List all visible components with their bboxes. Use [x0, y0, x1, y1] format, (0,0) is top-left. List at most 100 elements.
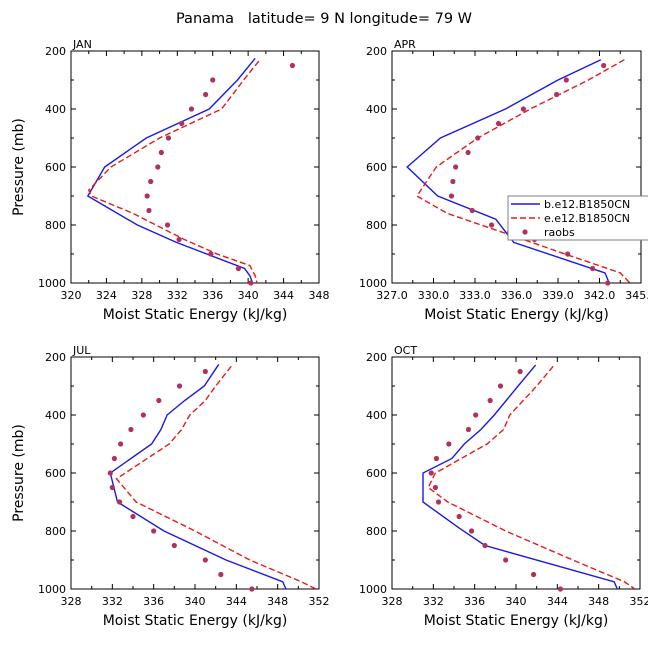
- x-axis-label: Moist Static Energy (kJ/kg): [424, 613, 609, 629]
- raobs-point: [498, 383, 503, 388]
- y-tick-label: 600: [45, 161, 66, 174]
- raobs-point: [605, 280, 610, 285]
- panel-label: APR: [394, 38, 416, 51]
- x-tick-label: 348: [588, 595, 609, 608]
- x-tick-label: 327.0: [376, 289, 408, 302]
- raobs-point: [172, 543, 177, 548]
- y-tick-label: 600: [366, 467, 387, 480]
- raobs-point: [145, 193, 150, 198]
- x-axis-label: Moist Static Energy (kJ/kg): [103, 307, 288, 323]
- y-tick-label: 1000: [359, 583, 387, 596]
- raobs-point: [429, 470, 434, 475]
- panel-label: JAN: [72, 38, 92, 51]
- y-tick-label: 600: [45, 467, 66, 480]
- y-tick-label: 400: [45, 409, 66, 422]
- x-tick-label: 345.0: [625, 289, 648, 302]
- raobs-point: [465, 150, 470, 155]
- raobs-point: [450, 179, 455, 184]
- raobs-point: [159, 150, 164, 155]
- e-series-line: [428, 366, 635, 589]
- raobs-point: [141, 412, 146, 417]
- raobs-point: [475, 135, 480, 140]
- raobs-point: [482, 543, 487, 548]
- x-tick-label: 320: [61, 289, 82, 302]
- x-tick-label: 344: [273, 289, 294, 302]
- x-tick-label: 344: [226, 595, 247, 608]
- y-tick-label: 400: [366, 103, 387, 116]
- raobs-point: [218, 572, 223, 577]
- raobs-point: [210, 77, 215, 82]
- panel-label: OCT: [394, 344, 417, 357]
- raobs-point: [148, 179, 153, 184]
- legend-entry: b.e12.B1850CN: [544, 198, 630, 211]
- y-tick-label: 1000: [359, 277, 387, 290]
- raobs-point: [521, 106, 526, 111]
- raobs-point: [488, 398, 493, 403]
- y-tick-label: 1000: [38, 277, 66, 290]
- raobs-point: [110, 485, 115, 490]
- raobs-point: [466, 427, 471, 432]
- x-tick-label: 352: [630, 595, 648, 608]
- x-tick-label: 336.0: [501, 289, 533, 302]
- x-tick-label: 328: [382, 595, 403, 608]
- x-tick-label: 340: [238, 289, 259, 302]
- panel-label: JUL: [72, 344, 91, 357]
- y-tick-label: 200: [366, 351, 387, 364]
- b-series-line: [88, 58, 255, 283]
- x-tick-label: 348: [309, 289, 330, 302]
- raobs-point: [203, 557, 208, 562]
- raobs-point: [118, 441, 123, 446]
- y-tick-label: 200: [45, 351, 66, 364]
- plot-frame: [392, 51, 641, 283]
- raobs-point: [518, 369, 523, 374]
- raobs-point: [236, 266, 241, 271]
- e-series-line: [417, 60, 630, 283]
- raobs-point: [165, 222, 170, 227]
- raobs-point: [130, 514, 135, 519]
- legend-entry: raobs: [544, 226, 575, 239]
- x-tick-label: 328: [131, 289, 152, 302]
- raobs-point: [436, 499, 441, 504]
- x-tick-label: 344: [547, 595, 568, 608]
- x-tick-label: 332: [167, 289, 188, 302]
- raobs-point: [117, 499, 122, 504]
- raobs-point: [112, 456, 117, 461]
- raobs-point: [248, 280, 253, 285]
- raobs-point: [189, 106, 194, 111]
- x-tick-label: 324: [96, 289, 117, 302]
- raobs-point: [108, 470, 113, 475]
- y-tick-label: 400: [366, 409, 387, 422]
- raobs-point: [554, 92, 559, 97]
- raobs-point: [434, 456, 439, 461]
- y-tick-label: 800: [45, 219, 66, 232]
- raobs-point: [166, 135, 171, 140]
- x-axis-label: Moist Static Energy (kJ/kg): [424, 307, 609, 323]
- raobs-point: [449, 193, 454, 198]
- raobs-point: [203, 369, 208, 374]
- x-tick-label: 339.0: [542, 289, 574, 302]
- raobs-point: [564, 77, 569, 82]
- x-axis-label: Moist Static Energy (kJ/kg): [103, 613, 288, 629]
- raobs-point: [565, 251, 570, 256]
- plot-frame: [71, 51, 319, 283]
- raobs-point: [446, 441, 451, 446]
- raobs-point: [496, 121, 501, 126]
- figure-title: Panama latitude= 9 N longitude= 79 W: [176, 11, 472, 27]
- raobs-point: [203, 92, 208, 97]
- x-tick-label: 333.0: [459, 289, 491, 302]
- y-tick-label: 200: [45, 45, 66, 58]
- x-tick-label: 332: [423, 595, 444, 608]
- raobs-point: [176, 237, 181, 242]
- b-series-line: [407, 60, 609, 283]
- legend-marker: [522, 229, 527, 234]
- y-tick-label: 400: [45, 103, 66, 116]
- e-series-line: [89, 61, 259, 283]
- raobs-point: [156, 398, 161, 403]
- y-tick-label: 800: [45, 525, 66, 538]
- raobs-point: [473, 412, 478, 417]
- y-axis-label: Pressure (mb): [11, 118, 27, 216]
